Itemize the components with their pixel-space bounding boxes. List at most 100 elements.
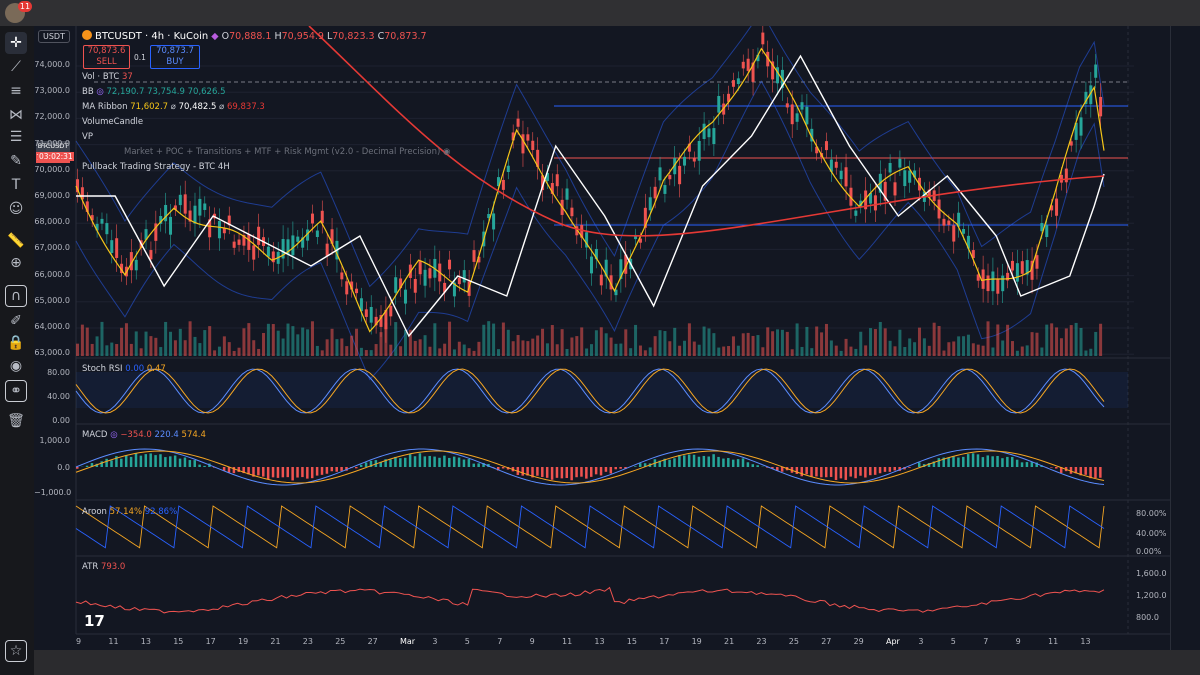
sell-button[interactable]: 70,873.6 SELL (83, 45, 130, 69)
macd-hist-bar (536, 467, 539, 476)
hide-eye-icon[interactable]: ◉ (443, 147, 451, 157)
volume-bar (927, 345, 931, 356)
aroon-axis-0: 0.00% (1136, 547, 1162, 556)
macd-hist-bar (232, 467, 236, 474)
crosshair-icon[interactable]: ✛ (5, 32, 27, 54)
macd-settings-icon[interactable]: ◎ (110, 430, 118, 440)
volume-bar (922, 338, 926, 356)
pattern-icon[interactable]: ⋈ (9, 107, 23, 123)
vp-legend[interactable]: VP (82, 132, 93, 142)
text-icon[interactable]: T (11, 177, 21, 193)
star-icon[interactable]: ☆ (5, 640, 27, 662)
trendline-icon[interactable]: ⟋ (11, 59, 21, 75)
volume-bar (1094, 331, 1098, 356)
volume-bar (790, 349, 794, 356)
brush-icon[interactable]: ✎ (10, 153, 22, 169)
volume-bar (306, 329, 310, 356)
buy-button[interactable]: 70,873.7 BUY (150, 45, 200, 69)
eye-icon[interactable]: ◉ (9, 358, 23, 374)
vp-detail-legend[interactable]: Market + POC + Transitions + MTF + Risk … (124, 147, 450, 157)
macd-hist-bar (663, 458, 666, 467)
volume-bar (105, 345, 109, 356)
volume-bar (771, 331, 775, 356)
candle-body (1069, 141, 1073, 146)
candle-body (340, 272, 344, 280)
chart-canvas (75, 26, 1170, 635)
ruler-icon[interactable]: 📏 (7, 233, 25, 249)
lock-draw-icon[interactable]: ✐ (10, 313, 22, 329)
atr-legend[interactable]: ATR 793.0 (82, 562, 125, 572)
macd-hist-bar (1010, 456, 1014, 467)
trash-icon[interactable]: 🗑 (7, 413, 25, 429)
macd-hist-bar (296, 467, 299, 478)
volume-bar (638, 345, 642, 356)
candle-body (614, 289, 618, 296)
volume-bar (281, 338, 285, 356)
volume-bar (731, 336, 735, 356)
macd-hist-bar (183, 457, 187, 467)
volume-bar (242, 328, 246, 356)
candle-body (178, 194, 182, 206)
candle-body (604, 259, 608, 277)
volume-bar (1015, 350, 1019, 356)
candle-body (487, 213, 491, 219)
macd-hist-bar (105, 458, 108, 467)
stoch-legend[interactable]: Stoch RSI 0.00 0.47 (82, 364, 166, 374)
volume-bar (1074, 322, 1078, 356)
settings-icon[interactable]: ◎ (96, 87, 104, 97)
chart-title[interactable]: BTCUSDT · 4h · KuCoin (95, 31, 209, 42)
aroon-legend[interactable]: Aroon 57.14% 92.86% (82, 507, 177, 517)
macd-hist-bar (139, 455, 143, 467)
volume-bar (780, 329, 784, 356)
candle-body (575, 226, 579, 236)
time-axis-label: 9 (529, 637, 535, 646)
candle-body (526, 134, 530, 141)
candle-body (198, 198, 202, 216)
lock-icon[interactable]: 🔒 (7, 335, 25, 351)
symbol-field[interactable]: USDT (38, 30, 70, 43)
volume-bar (76, 343, 79, 356)
macd-hist-bar (482, 463, 485, 467)
bb-legend[interactable]: BB ◎ 72,190.7 73,754.9 70,626.5 (82, 87, 225, 97)
volumecandle-legend[interactable]: VolumeCandle (82, 117, 144, 127)
candle-body (149, 250, 153, 260)
macd-hist-bar (115, 456, 118, 467)
price-axis-label: 69,000.0 (34, 191, 70, 200)
volume-bar (232, 350, 236, 356)
link-icon[interactable]: ⚭ (5, 380, 27, 402)
notification-badge: 11 (18, 1, 32, 12)
macd-hist-bar (521, 467, 524, 476)
spread: 0.1 (134, 53, 146, 62)
macd-hist-bar (991, 456, 994, 467)
bottom-bar (34, 650, 1170, 675)
macd-legend[interactable]: MACD ◎ −354.0 220.4 574.4 (82, 430, 206, 440)
volume-bar (482, 324, 486, 356)
candle-body (169, 216, 173, 235)
pullback-legend[interactable]: Pullback Trading Strategy - BTC 4H (82, 162, 230, 172)
candle-body (869, 192, 873, 204)
volume-bar (198, 343, 202, 356)
time-axis-label: 29 (853, 637, 864, 646)
volume-bar (129, 343, 133, 356)
volume-bar (492, 323, 496, 356)
macd-hist-bar (966, 454, 970, 467)
ma-legend[interactable]: MA Ribbon 71,602.7 ⌀ 70,482.5 ⌀ 69,837.3 (82, 102, 265, 112)
volume-bar (330, 328, 334, 356)
candle-body (1030, 260, 1034, 280)
vol-legend[interactable]: Vol · BTC 37 (82, 72, 133, 82)
gann-icon[interactable]: ☰ (9, 129, 23, 145)
zoom-icon[interactable]: ⊕ (10, 255, 22, 271)
time-axis-label: 19 (238, 637, 249, 646)
tradingview-logo[interactable]: 17 (84, 612, 105, 630)
volume-bar (452, 349, 456, 356)
chart-area[interactable]: USDT BTCUSDT · 4h · KuCoin ◆ O70,888.1 H… (34, 26, 1170, 650)
bb-basis: 72,190.7 (106, 87, 145, 97)
time-axis-label: 7 (983, 637, 989, 646)
fib-icon[interactable]: ≡ (10, 83, 22, 99)
emoji-icon[interactable]: ☺ (8, 201, 24, 217)
candle-body (849, 187, 853, 206)
macd-hist-bar (531, 467, 534, 478)
magnet-icon[interactable]: ∩ (5, 285, 27, 307)
time-axis-label: 3 (432, 637, 438, 646)
candle-body (325, 243, 329, 256)
